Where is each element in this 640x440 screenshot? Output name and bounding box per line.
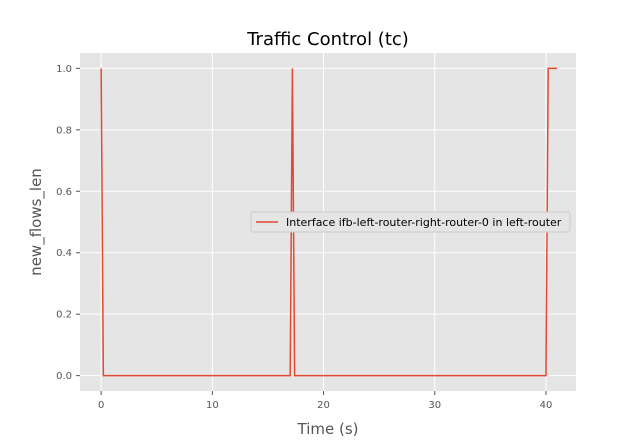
- chart-title: Traffic Control (tc): [246, 29, 409, 50]
- x-tick-label: 0: [98, 400, 104, 411]
- ticks: 0 10 20 30 40 0.0 0.2 0.4 0.6 0.8 1.0: [56, 64, 552, 411]
- y-tick-label: 0.2: [56, 310, 72, 321]
- y-tick-label: 0.0: [56, 371, 72, 382]
- y-tick-label: 0.6: [56, 187, 72, 198]
- legend-box: [250, 211, 571, 233]
- x-tick-label: 40: [540, 400, 553, 411]
- x-tick-label: 30: [428, 400, 441, 411]
- x-tick-label: 10: [206, 400, 219, 411]
- y-axis-label: new_flows_len: [27, 168, 46, 276]
- legend: Interface ifb-left-router-right-router-0…: [250, 211, 571, 233]
- legend-label: Interface ifb-left-router-right-router-0…: [286, 216, 562, 229]
- y-tick-label: 1.0: [56, 64, 72, 75]
- y-tick-label: 0.8: [56, 125, 72, 136]
- x-axis-label: Time (s): [297, 420, 359, 438]
- y-tick-label: 0.4: [56, 248, 72, 259]
- x-tick-label: 20: [317, 400, 330, 411]
